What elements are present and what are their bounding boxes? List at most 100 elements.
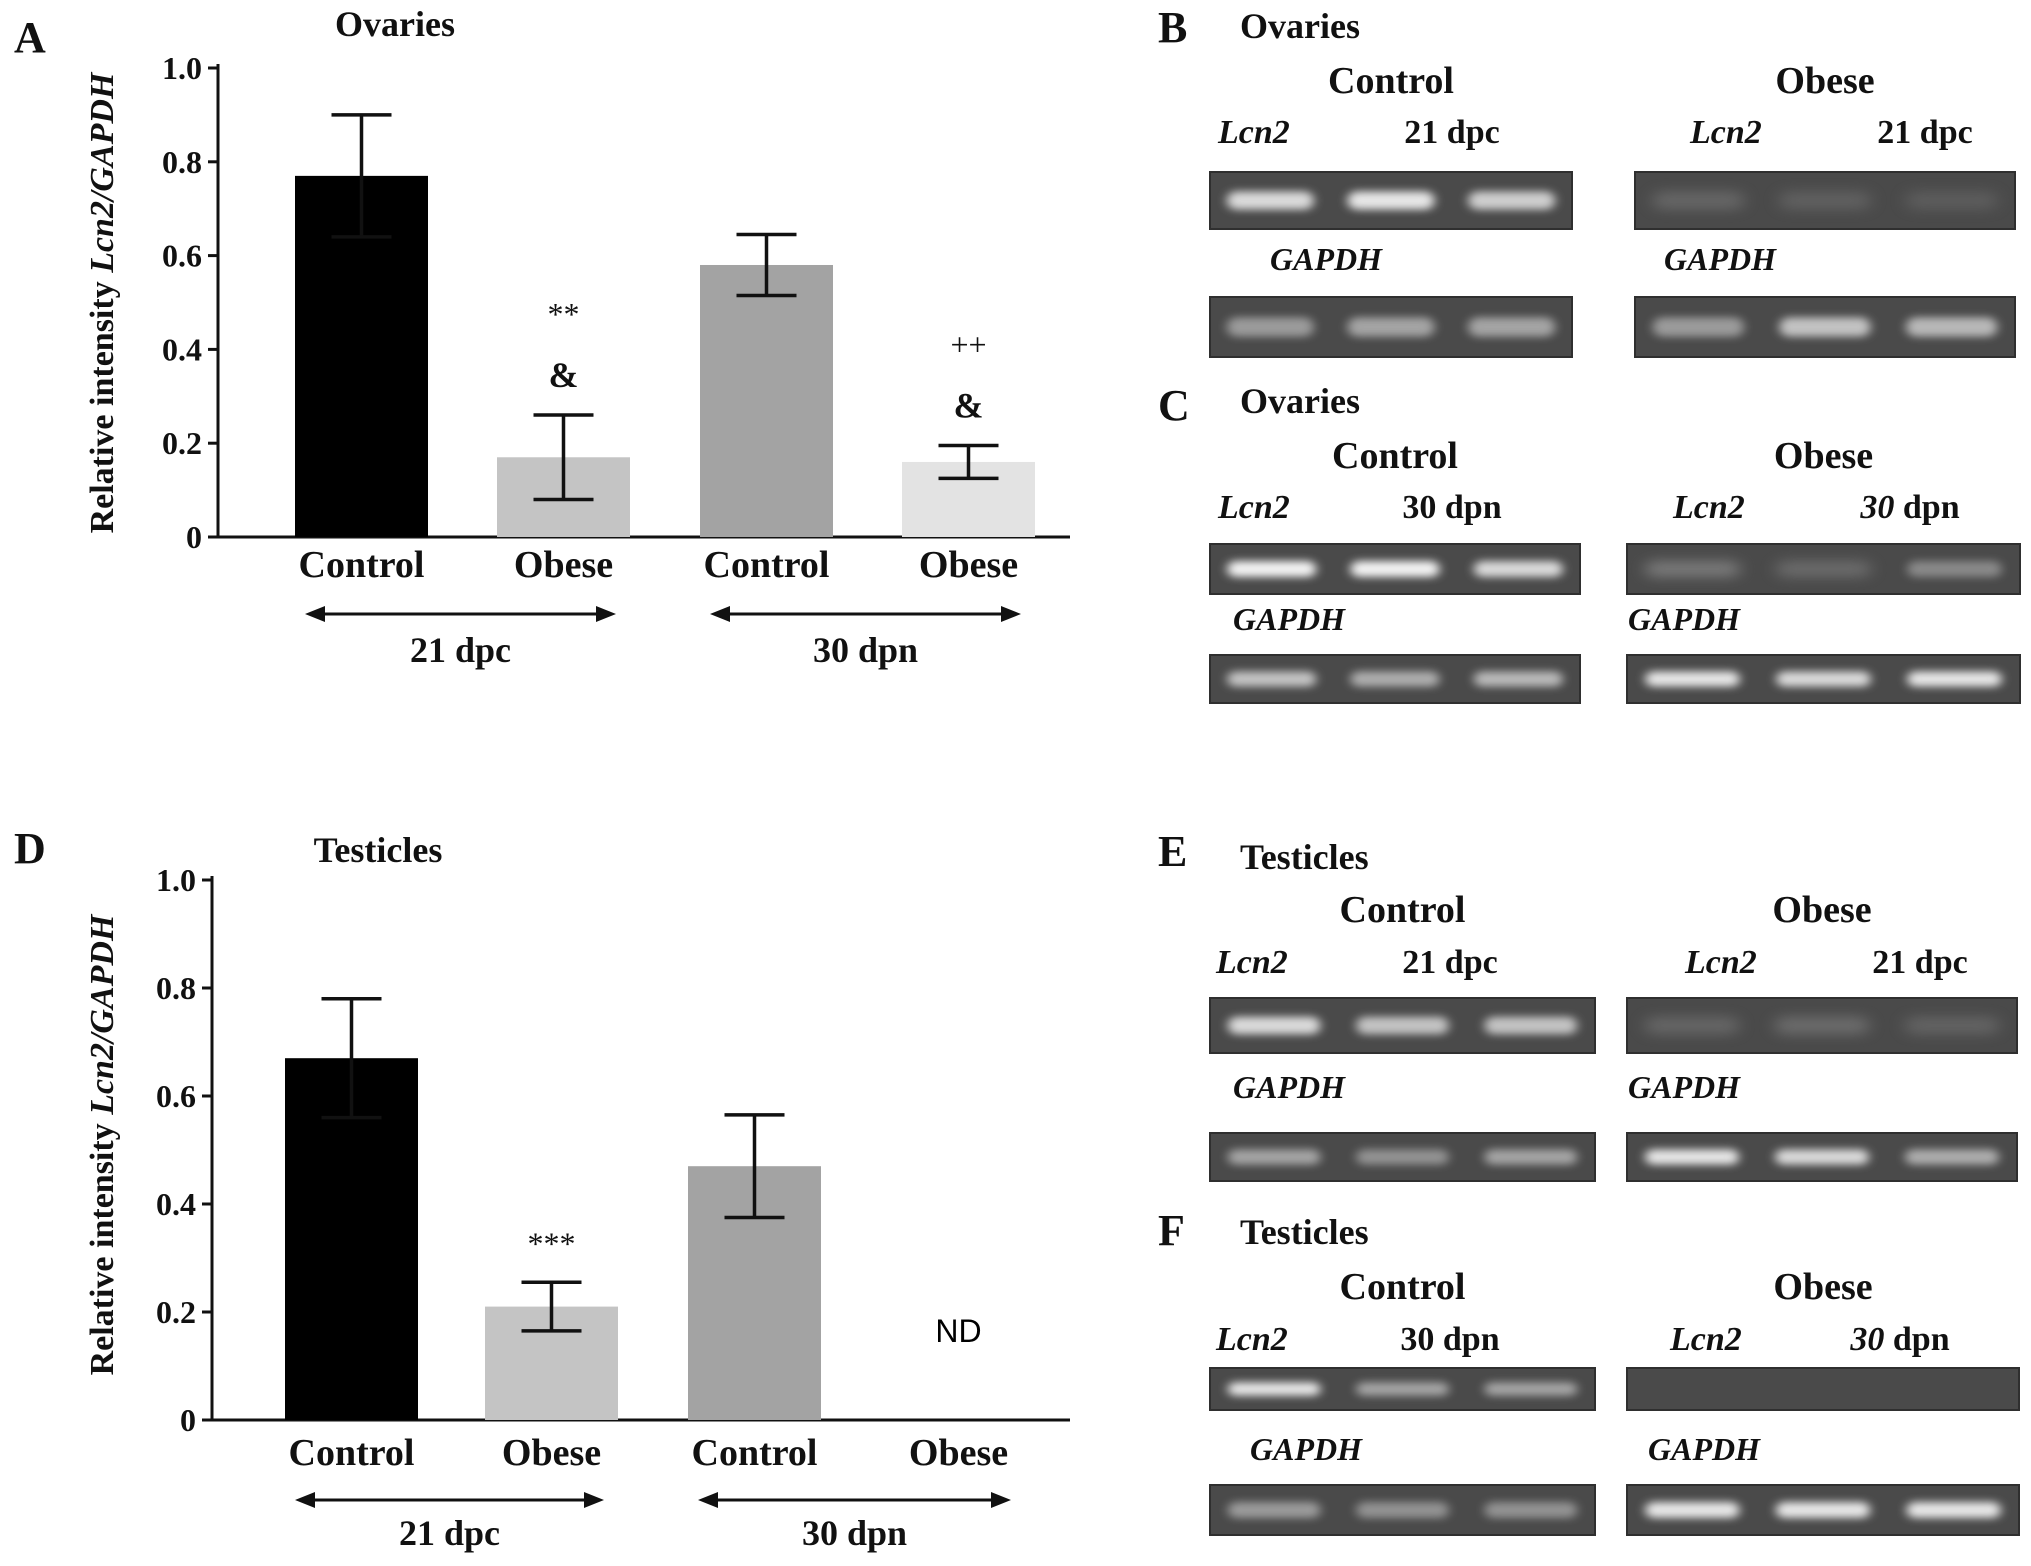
gel-background [1627, 1368, 2019, 1410]
stage-number: 30 [1400, 1321, 1434, 1358]
gene-label-gapdh: GAPDH [1270, 241, 1383, 277]
gene-label-lcn2: Lcn2 [1217, 114, 1290, 151]
gel-band [1779, 191, 1871, 210]
gene-label-gapdh: GAPDH [1250, 1431, 1363, 1467]
gel-band [1356, 1382, 1449, 1396]
gel-band [1645, 671, 1740, 687]
y-tick-label: 0.4 [162, 331, 202, 367]
stage-space [1884, 1321, 1893, 1358]
group-heading: Control [1340, 889, 1466, 931]
stage-space [1436, 944, 1445, 981]
stage-unit: dpn [1443, 1321, 1500, 1358]
gel-right-group: Obese Lcn2 21 dpc GAPDH [1626, 889, 2018, 1182]
stage-unit: dpc [1445, 944, 1498, 981]
stage-label: 30 dpn [1849, 1321, 1949, 1358]
stage-unit: dpn [1445, 489, 1502, 526]
significance-mark: & [549, 355, 579, 395]
gel-border [1209, 543, 1581, 595]
y-axis-label-text: Relative intensity [84, 1115, 121, 1376]
y-axis-label: Relative intensity Lcn2/GAPDH [84, 71, 121, 533]
category-label: Obese [919, 544, 1018, 586]
gel-border [1626, 543, 2021, 595]
gel-right-group: Obese Lcn2 21 dpc GAPDH [1634, 60, 2016, 358]
chart-title: Ovaries [335, 4, 455, 44]
stage-label: 21 dpc [1402, 944, 1497, 981]
y-axis-label-genes: Lcn2/GAPDH [84, 71, 121, 274]
gel-band [1227, 1149, 1321, 1165]
gene-label-gapdh: GAPDH [1233, 601, 1346, 637]
stage-number: 21 [1877, 114, 1911, 151]
stage-unit: dpn [1893, 1321, 1950, 1358]
gel-band [1907, 561, 2002, 577]
category-label: Obese [514, 544, 613, 586]
y-tick-label: 1.0 [156, 862, 196, 898]
arrowhead-right [1001, 606, 1021, 622]
gel-band [1779, 317, 1871, 337]
gapdh-gel-strip [1626, 1132, 2018, 1182]
significance-mark: ** [548, 296, 580, 332]
lcn2-gel-strip [1209, 171, 1573, 230]
gel-band [1473, 561, 1563, 577]
gel-band [1776, 561, 1871, 577]
gel-band [1468, 317, 1556, 337]
bar [700, 264, 833, 537]
y-tick-label: 0.8 [156, 970, 196, 1006]
gene-label-lcn2: Lcn2 [1689, 114, 1762, 151]
gel-right-group: Obese Lcn2 30 dpn GAPDH [1626, 1266, 2020, 1536]
group-label: 30 dpn [813, 630, 918, 670]
group-label: 21 dpc [399, 1513, 500, 1553]
lcn2-gel-strip [1209, 997, 1596, 1054]
arrowhead-left [710, 606, 730, 622]
gel-border [1209, 296, 1573, 358]
stage-label: 21 dpc [1877, 114, 1972, 151]
gapdh-gel-strip [1209, 1484, 1596, 1536]
gel-band [1484, 1016, 1578, 1035]
category-label: Obese [502, 1432, 601, 1474]
gel-band [1356, 1016, 1449, 1035]
arrowhead-left [698, 1492, 718, 1508]
stage-space [1436, 489, 1445, 526]
panel-tissue-title: Testicles [1240, 1212, 1369, 1252]
bar-chart-d: D Testicles Relative intensity Lcn2/GAPDH 0… [14, 824, 1070, 1553]
gapdh-gel-strip [1209, 1132, 1596, 1182]
significance-mark: & [954, 386, 984, 426]
gel-panel-c: C Ovaries Control Lcn2 30 dpn GAPDH Obese Lcn2 3… [1158, 381, 2021, 704]
panel-tissue-title: Ovaries [1240, 381, 1360, 421]
arrowhead-left [305, 606, 325, 622]
gel-right-group: Obese Lcn2 30 dpn GAPDH [1626, 435, 2021, 704]
y-tick-label: 0.2 [156, 1294, 196, 1330]
gel-band [1775, 1502, 1871, 1518]
gapdh-gel-strip [1634, 296, 2016, 358]
stage-label: 21 dpc [1872, 944, 1967, 981]
gene-label-lcn2: Lcn2 [1669, 1321, 1742, 1358]
panel-letter: E [1158, 827, 1187, 876]
stage-space [1434, 1321, 1443, 1358]
panel-tissue-title: Testicles [1240, 837, 1369, 877]
gel-border [1626, 1484, 2020, 1536]
gel-band [1906, 191, 1998, 210]
lcn2-gel-strip [1626, 1367, 2020, 1411]
gel-band [1473, 671, 1563, 687]
gel-band [1906, 317, 1998, 337]
gel-border [1626, 654, 2021, 704]
gel-band [1347, 317, 1435, 337]
gel-band [1905, 1016, 1999, 1035]
gel-band [1226, 191, 1314, 210]
group-label: 21 dpc [410, 630, 511, 670]
gene-label-gapdh: GAPDH [1628, 601, 1741, 637]
gene-label-gapdh: GAPDH [1233, 1069, 1346, 1105]
stage-number: 21 [1404, 114, 1438, 151]
category-label: Control [704, 544, 830, 586]
arrowhead-left [295, 1492, 315, 1508]
significance-mark: ++ [950, 327, 986, 363]
gapdh-gel-strip [1209, 296, 1573, 358]
gel-band [1775, 1149, 1869, 1165]
group-heading: Control [1328, 60, 1454, 102]
gel-border [1209, 1132, 1596, 1182]
y-tick-label: 0 [186, 519, 202, 555]
stage-unit: dpc [1920, 114, 1973, 151]
gel-band [1356, 1502, 1449, 1518]
y-axis-label: Relative intensity Lcn2/GAPDH [84, 913, 121, 1375]
arrowhead-right [991, 1492, 1011, 1508]
